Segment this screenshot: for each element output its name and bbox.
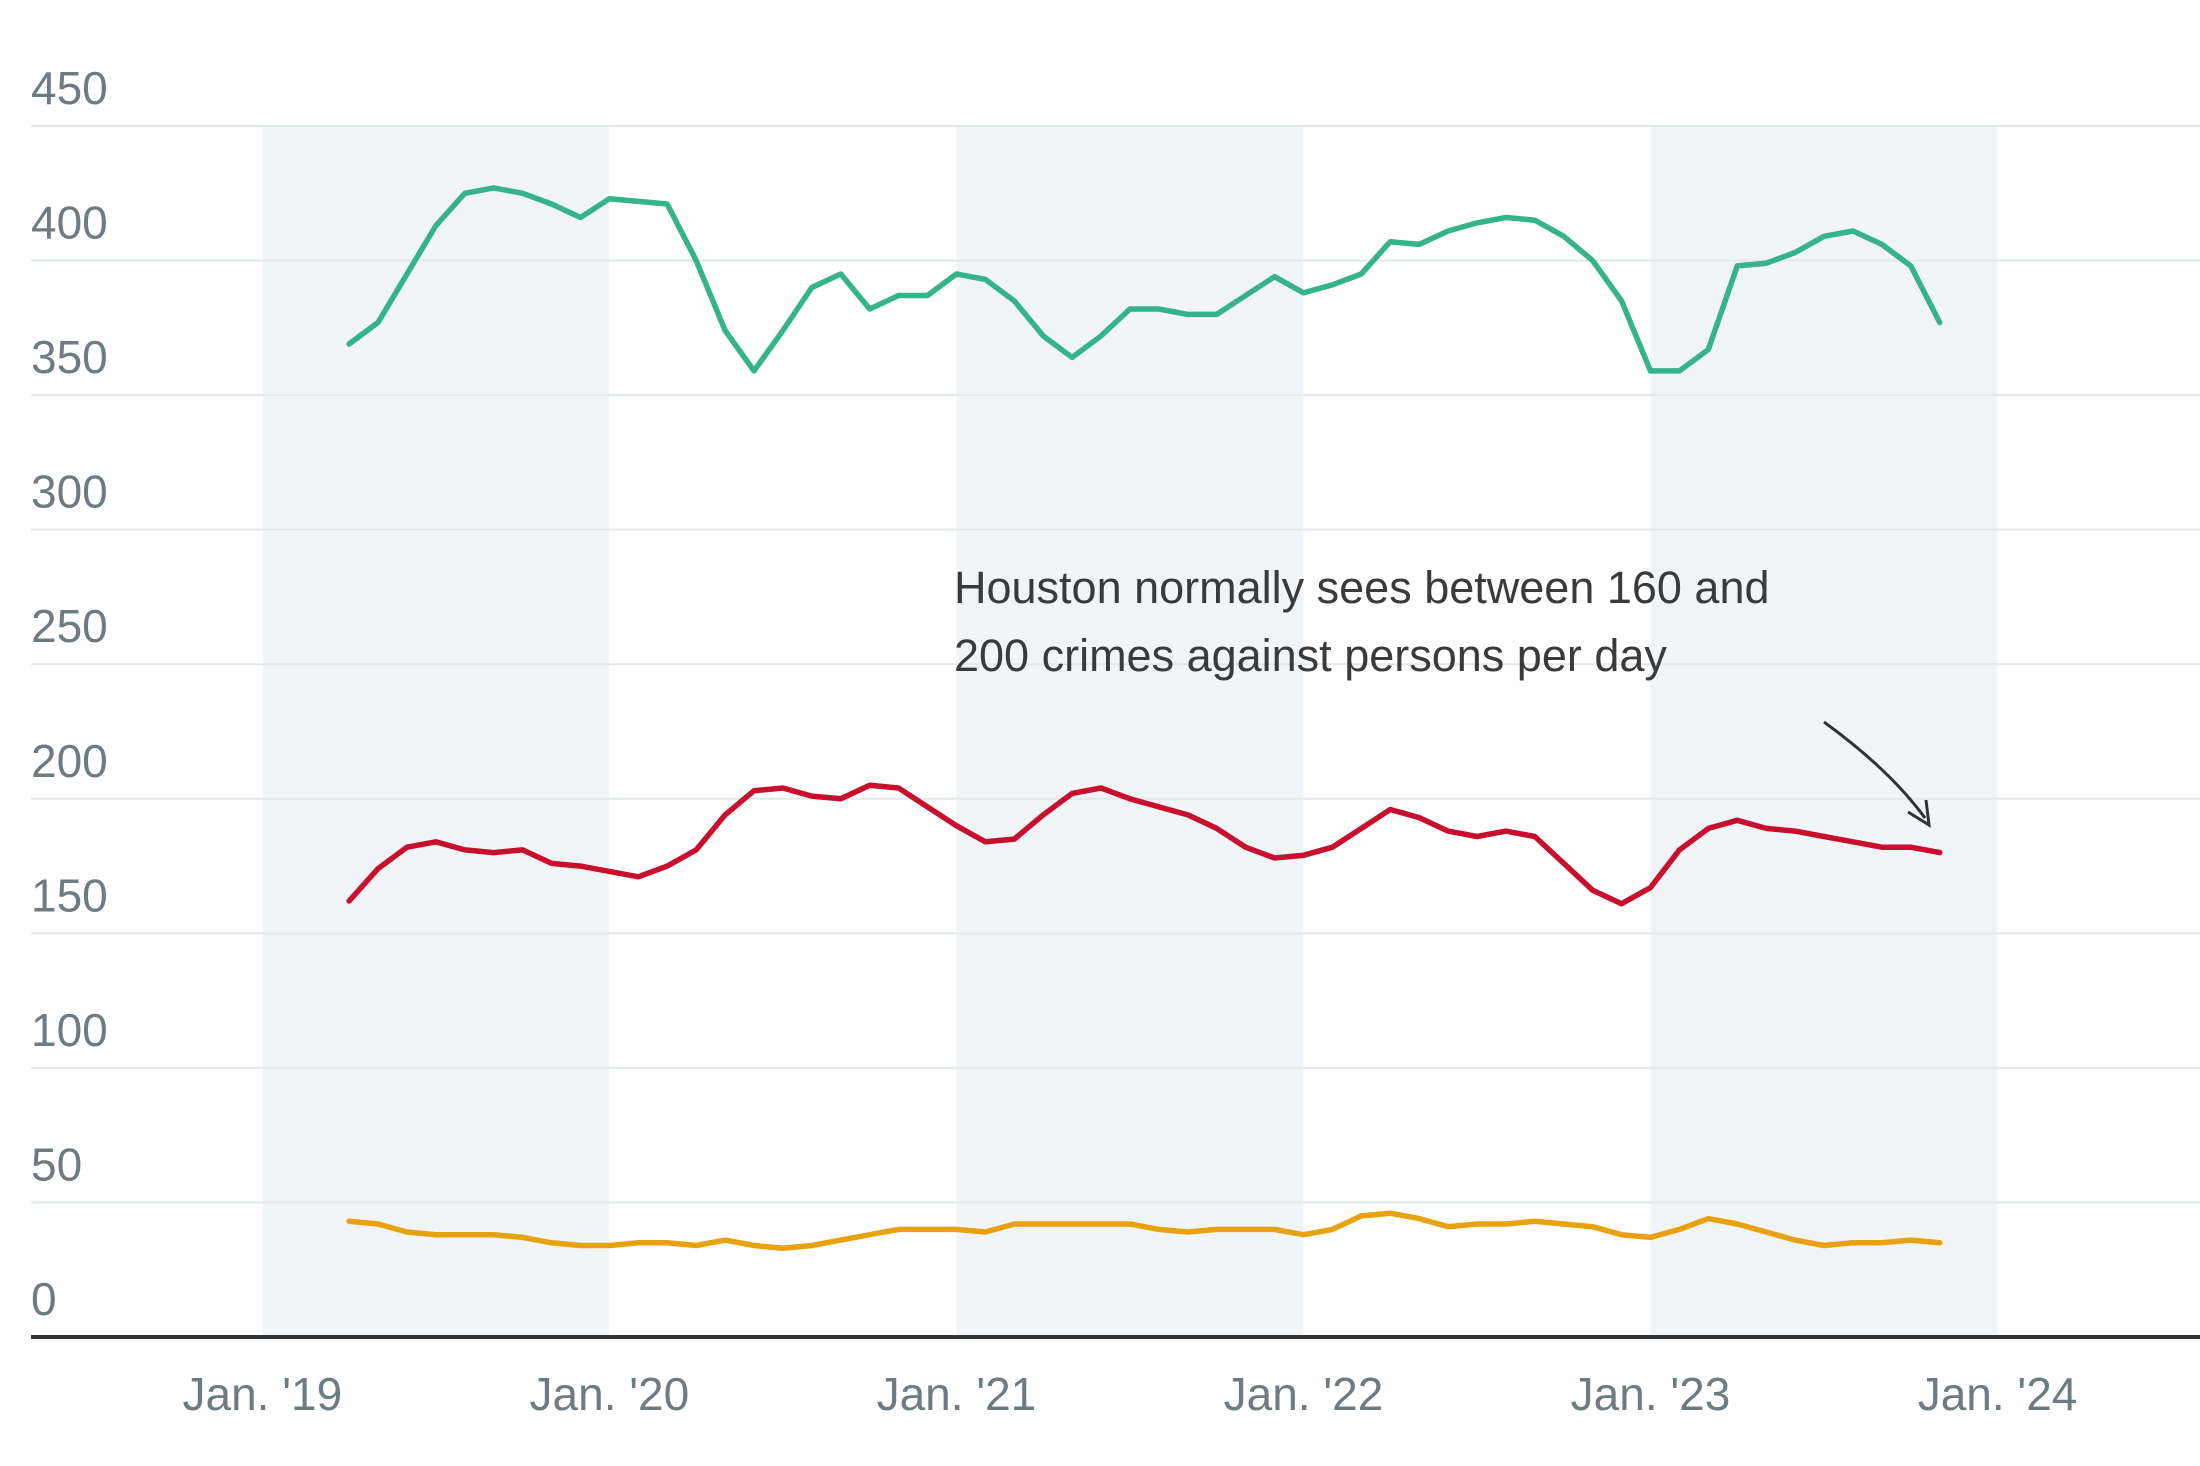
x-tick-label: Jan. '22 [1224,1368,1384,1420]
y-tick-label: 100 [31,1004,108,1056]
annotation-line: Houston normally sees between 160 and [954,562,1770,613]
annotation-arrow-head [1907,799,1931,828]
year-band [1650,126,1998,1337]
labels: 0 50 100 150 200 250 300 350 400 450 Jan. '19 Jan. … [31,62,2077,1420]
y-tick-label: 200 [31,735,108,787]
series-line [346,782,1943,907]
year-band [262,126,610,1337]
year-bands [262,126,1998,1337]
series-lines [346,185,1943,1251]
x-tick-label: Jan. '19 [183,1368,343,1420]
x-tick-label: Jan. '23 [1571,1368,1731,1420]
annotation-line: 200 crimes against persons per day [954,630,1667,681]
y-tick-label: 450 [31,62,108,114]
y-tick-label: 0 [31,1273,57,1325]
y-tick-label: 150 [31,869,108,921]
y-tick-label: 250 [31,600,108,652]
annotation-arrow [1823,720,1927,819]
series-line [346,185,1943,374]
year-band [956,126,1304,1337]
y-tick-label: 50 [31,1138,82,1190]
y-tick-label: 400 [31,197,108,249]
y-tick-label: 300 [31,466,108,518]
x-tick-label: Jan. '20 [530,1368,690,1420]
grid [31,125,2200,1339]
x-tick-label: Jan. '21 [877,1368,1037,1420]
y-tick-label: 350 [31,331,108,383]
series-line [346,1210,1943,1251]
x-tick-label: Jan. '24 [1918,1368,2078,1420]
